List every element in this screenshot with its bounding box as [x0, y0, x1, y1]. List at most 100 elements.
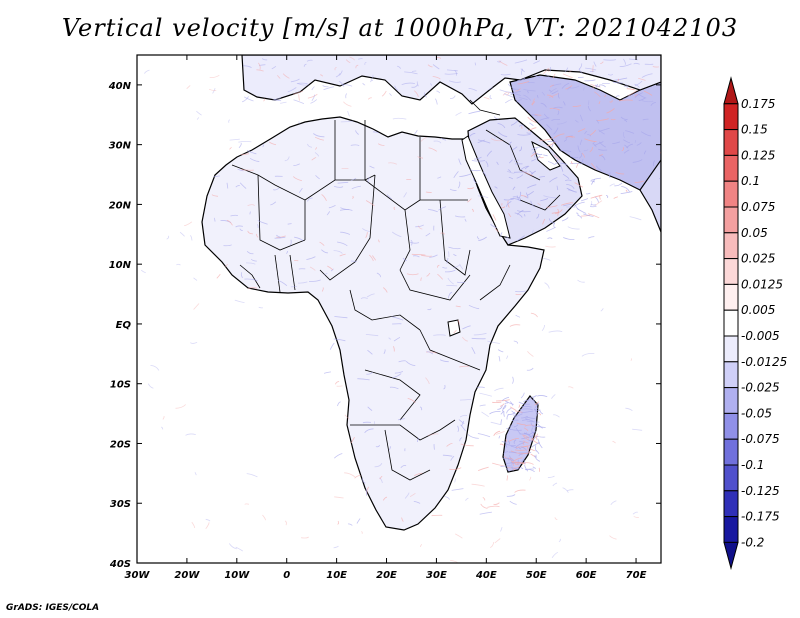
updraft-streak	[626, 88, 635, 91]
downdraft-streak	[239, 228, 243, 232]
downdraft-streak	[564, 179, 572, 182]
downdraft-streak	[262, 144, 264, 148]
downdraft-streak	[497, 60, 502, 63]
updraft-streak	[633, 516, 639, 518]
updraft-streak	[495, 399, 510, 402]
downdraft-streak	[524, 433, 533, 439]
updraft-streak	[530, 435, 536, 441]
updraft-streak	[561, 202, 574, 206]
downdraft-streak	[531, 432, 535, 436]
updraft-streak	[524, 424, 535, 427]
downdraft-streak	[509, 428, 522, 431]
downdraft-streak	[453, 264, 460, 269]
updraft-streak	[590, 83, 601, 88]
downdraft-streak	[403, 192, 407, 198]
downdraft-streak	[427, 308, 432, 311]
downdraft-streak	[212, 87, 216, 94]
downdraft-streak	[464, 218, 467, 222]
downdraft-streak	[529, 122, 534, 127]
downdraft-streak	[512, 146, 518, 151]
updraft-streak	[514, 463, 519, 465]
downdraft-streak	[503, 411, 505, 417]
updraft-streak	[598, 154, 603, 157]
downdraft-streak	[238, 142, 242, 149]
downdraft-streak	[486, 150, 493, 157]
downdraft-streak	[599, 141, 606, 148]
colorbar-segment	[723, 283, 739, 311]
downdraft-streak	[488, 87, 493, 91]
updraft-streak	[461, 336, 468, 342]
updraft-streak	[420, 544, 423, 547]
downdraft-streak	[196, 110, 202, 116]
updraft-streak	[417, 156, 424, 159]
downdraft-streak	[552, 482, 558, 487]
downdraft-streak	[659, 178, 661, 180]
downdraft-streak	[500, 232, 503, 238]
downdraft-streak	[619, 63, 632, 67]
downdraft-streak	[516, 235, 525, 242]
updraft-streak	[420, 277, 423, 281]
downdraft-streak	[546, 226, 556, 232]
downdraft-streak	[623, 149, 630, 154]
downdraft-streak	[424, 92, 428, 98]
downdraft-streak	[519, 440, 525, 443]
downdraft-streak	[416, 81, 419, 87]
updraft-streak	[543, 67, 549, 74]
downdraft-streak	[333, 186, 344, 188]
updraft-streak	[590, 194, 603, 199]
downdraft-streak	[453, 171, 459, 179]
downdraft-streak	[502, 457, 513, 462]
updraft-streak	[247, 230, 253, 235]
updraft-streak	[216, 273, 221, 279]
downdraft-streak	[530, 200, 535, 208]
updraft-streak	[372, 255, 377, 261]
updraft-streak	[467, 187, 475, 190]
downdraft-streak	[510, 120, 519, 126]
downdraft-streak	[624, 84, 629, 87]
downdraft-streak	[541, 91, 546, 96]
downdraft-streak	[364, 428, 374, 434]
downdraft-streak	[558, 538, 561, 543]
downdraft-streak	[515, 443, 524, 448]
downdraft-streak	[447, 277, 454, 285]
downdraft-streak	[497, 131, 508, 138]
downdraft-streak	[239, 182, 247, 189]
downdraft-streak	[585, 67, 597, 71]
updraft-streak	[175, 404, 186, 409]
downdraft-streak	[323, 86, 335, 91]
updraft-streak	[355, 64, 359, 69]
updraft-streak	[509, 406, 517, 411]
downdraft-streak	[189, 235, 193, 241]
updraft-streak	[609, 100, 613, 103]
downdraft-streak	[194, 471, 197, 476]
downdraft-streak	[525, 416, 536, 419]
downdraft-streak	[286, 250, 289, 254]
downdraft-streak	[551, 118, 561, 121]
downdraft-streak	[536, 213, 540, 219]
updraft-streak	[518, 404, 521, 408]
downdraft-streak	[590, 200, 593, 207]
downdraft-streak	[497, 405, 503, 410]
downdraft-streak	[508, 425, 513, 428]
downdraft-streak	[641, 100, 654, 103]
downdraft-streak	[516, 99, 522, 104]
updraft-streak	[184, 221, 193, 227]
downdraft-streak	[524, 468, 534, 471]
map-title: Vertical velocity [m/s] at 1000hPa, VT: …	[61, 14, 739, 42]
downdraft-streak	[303, 63, 307, 67]
updraft-streak	[613, 196, 618, 199]
downdraft-streak	[306, 59, 313, 62]
downdraft-streak	[526, 190, 534, 196]
downdraft-streak	[550, 88, 557, 93]
updraft-streak	[256, 69, 264, 72]
downdraft-streak	[494, 387, 504, 392]
downdraft-streak	[543, 257, 551, 261]
updraft-streak	[407, 398, 416, 403]
updraft-streak	[517, 81, 530, 85]
downdraft-streak	[333, 250, 343, 254]
downdraft-streak	[590, 205, 597, 208]
downdraft-streak	[569, 85, 580, 89]
downdraft-streak	[473, 332, 487, 336]
updraft-streak	[554, 154, 560, 161]
updraft-streak	[450, 560, 459, 563]
